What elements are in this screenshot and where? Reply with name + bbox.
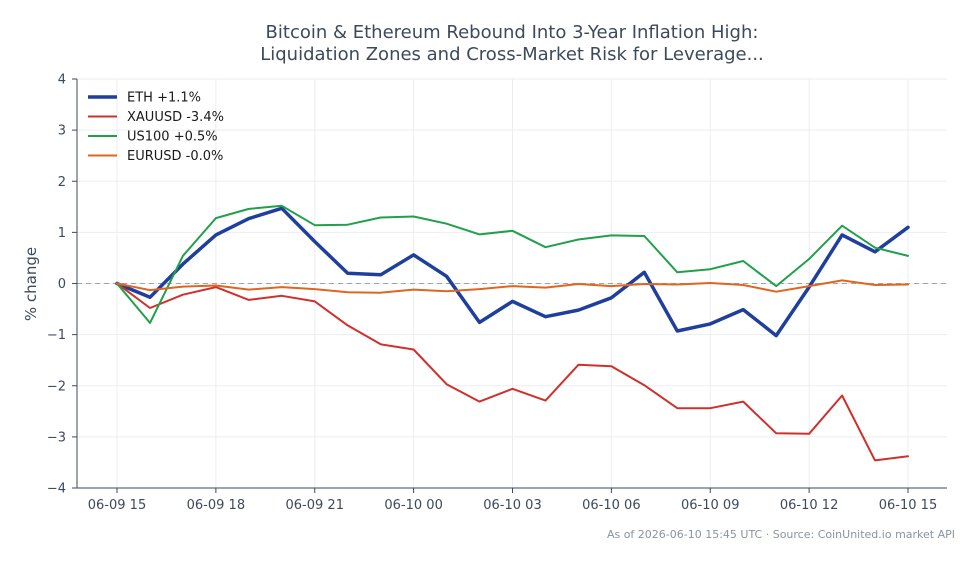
- x-tick-label: 06-10 12: [780, 498, 838, 513]
- chart-title-line2: Liquidation Zones and Cross-Market Risk …: [260, 44, 764, 65]
- x-tick-label: 06-10 09: [681, 498, 739, 513]
- y-tick-label: 1: [58, 226, 66, 241]
- legend-label-1: XAUUSD -3.4%: [127, 110, 224, 125]
- series-line-1: [116, 282, 909, 462]
- chart-title-line1: Bitcoin & Ethereum Rebound Into 3-Year I…: [266, 22, 759, 43]
- legend: ETH +1.1% XAUUSD -3.4% US100 +0.5% EURUSD -…: [88, 91, 224, 164]
- y-tick-label: −3: [47, 430, 66, 445]
- y-tick-label: −1: [47, 328, 66, 343]
- series-line-3: [116, 279, 909, 294]
- legend-label-0: ETH +1.1%: [127, 91, 201, 106]
- x-tick-label: 06-09 15: [88, 498, 146, 513]
- y-tick-label: −2: [47, 379, 66, 394]
- y-tick-label: 4: [58, 73, 66, 88]
- legend-label-3: EURUSD -0.0%: [127, 149, 223, 164]
- x-axis-ticks: 06-09 15 06-09 18 06-09 21 06-10 00 06-10 03…: [88, 488, 937, 513]
- y-tick-label: 0: [58, 277, 66, 292]
- y-tick-label: −4: [47, 482, 66, 497]
- x-tick-label: 06-10 06: [582, 498, 640, 513]
- legend-label-2: US100 +0.5%: [127, 130, 218, 145]
- y-axis-label: % change: [22, 247, 40, 321]
- y-axis-ticks: −4 −3 −2 −1 0 1 2 3 4: [47, 73, 77, 497]
- footer-note: As of 2026-06-10 15:45 UTC · Source: Coi…: [607, 528, 955, 541]
- y-tick-label: 2: [58, 175, 66, 190]
- series-line-0: [115, 206, 910, 338]
- x-tick-label: 06-10 00: [384, 498, 442, 513]
- series-line-2: [116, 204, 909, 324]
- x-tick-label: 06-10 03: [483, 498, 541, 513]
- x-tick-label: 06-09 18: [187, 498, 245, 513]
- x-tick-label: 06-10 15: [879, 498, 937, 513]
- x-tick-label: 06-09 21: [286, 498, 344, 513]
- y-tick-label: 3: [58, 124, 66, 139]
- series-layer: [115, 204, 910, 462]
